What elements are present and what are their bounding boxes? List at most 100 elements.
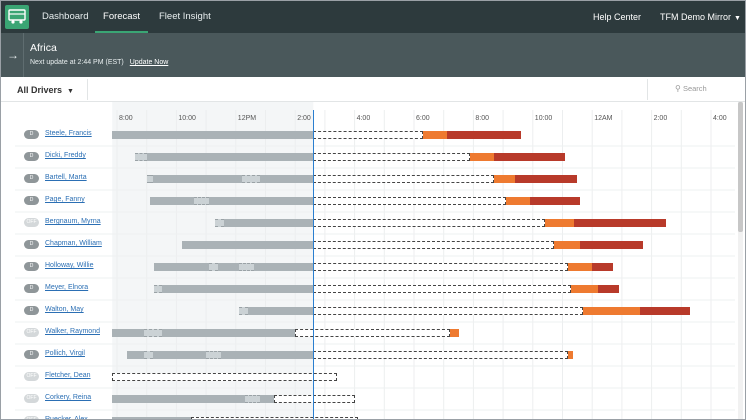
break-segment[interactable] — [238, 263, 254, 271]
time-tick-label: 10:00 — [534, 115, 553, 122]
warning-segment[interactable] — [470, 153, 495, 161]
driver-name-link[interactable]: Walton, May — [45, 306, 84, 313]
history-bar[interactable] — [112, 131, 314, 139]
warning-segment[interactable] — [571, 285, 599, 293]
warning-segment[interactable] — [583, 307, 640, 315]
history-bar[interactable] — [146, 175, 314, 183]
driver-name-link[interactable]: Corkery, Reina — [45, 394, 92, 401]
driver-name-link[interactable]: Page, Fanny — [45, 196, 85, 203]
violation-segment[interactable] — [529, 197, 581, 205]
break-segment[interactable] — [143, 329, 162, 337]
violation-segment[interactable] — [446, 131, 521, 139]
break-segment[interactable] — [146, 175, 153, 183]
driver-name-link[interactable]: Bergnaum, Myrna — [45, 218, 101, 225]
time-tick-label: 4:00 — [713, 115, 727, 122]
time-tick-label: 6:00 — [416, 115, 430, 122]
expand-arrow-icon[interactable]: → — [7, 48, 19, 62]
violation-segment[interactable] — [514, 175, 578, 183]
forecast-bar[interactable] — [313, 219, 545, 227]
history-bar[interactable] — [134, 153, 314, 161]
warning-segment[interactable] — [422, 131, 447, 139]
history-bar[interactable] — [112, 395, 275, 403]
history-bar[interactable] — [215, 219, 314, 227]
history-bar[interactable] — [154, 285, 314, 293]
forecast-bar[interactable] — [313, 131, 423, 139]
time-tick-label: 8:00 — [475, 115, 490, 122]
break-segment[interactable] — [238, 307, 248, 315]
forecast-bar[interactable] — [274, 395, 355, 403]
update-now-link[interactable]: Update Now — [129, 59, 169, 66]
driver-filter-label: All Drivers — [17, 85, 63, 95]
break-segment[interactable] — [154, 285, 162, 293]
search-input[interactable]: ⚲ Search — [675, 84, 707, 93]
history-bar[interactable] — [238, 307, 314, 315]
divider — [87, 79, 88, 100]
chevron-down-icon: ▼ — [67, 88, 74, 95]
driver-name-link[interactable]: Meyer, Elnora — [45, 284, 89, 291]
history-bar[interactable] — [182, 241, 314, 249]
violation-segment[interactable] — [494, 153, 566, 161]
violation-segment[interactable] — [574, 219, 667, 227]
forecast-bar[interactable] — [191, 417, 358, 419]
driver-row: OFF Fletcher, Dean — [1, 366, 737, 388]
history-bar[interactable] — [112, 329, 296, 337]
break-segment[interactable] — [194, 197, 210, 205]
forecast-bar[interactable] — [313, 307, 584, 315]
driver-name-link[interactable]: Fletcher, Dean — [45, 372, 91, 379]
warning-segment[interactable] — [506, 197, 530, 205]
duty-status-badge: D — [24, 152, 39, 161]
driver-name-link[interactable]: Bartell, Marta — [45, 174, 87, 181]
violation-segment[interactable] — [598, 285, 619, 293]
history-bar[interactable] — [154, 263, 314, 271]
break-segment[interactable] — [209, 263, 218, 271]
tab-fleet-insight[interactable]: Fleet Insight — [159, 11, 211, 22]
history-bar[interactable] — [149, 197, 314, 205]
tab-dashboard[interactable]: Dashboard — [42, 11, 89, 22]
break-segment[interactable] — [143, 351, 153, 359]
account-menu[interactable]: TFM Demo Mirror ▼ — [660, 1, 741, 33]
warning-segment[interactable] — [449, 329, 459, 337]
vertical-scrollbar[interactable] — [738, 102, 743, 419]
top-nav: Dashboard Forecast Fleet Insight Help Ce… — [1, 1, 745, 33]
search-icon: ⚲ — [675, 84, 681, 93]
break-segment[interactable] — [215, 219, 224, 227]
forecast-bar[interactable] — [313, 197, 507, 205]
forecast-bar[interactable] — [313, 285, 572, 293]
violation-segment[interactable] — [580, 241, 643, 249]
help-center-link[interactable]: Help Center — [593, 12, 642, 22]
warning-segment[interactable] — [568, 263, 593, 271]
break-segment[interactable] — [134, 153, 147, 161]
forecast-bar[interactable] — [313, 351, 569, 359]
current-time-line — [313, 110, 315, 419]
violation-segment[interactable] — [639, 307, 691, 315]
break-segment[interactable] — [244, 395, 260, 403]
warning-segment[interactable] — [544, 219, 575, 227]
driver-name-link[interactable]: Dicki, Freddy — [45, 152, 86, 159]
scrollbar-thumb[interactable] — [738, 102, 743, 232]
warning-segment[interactable] — [568, 351, 573, 359]
driver-name-link[interactable]: Pollich, Virgil — [45, 350, 85, 357]
violation-segment[interactable] — [592, 263, 613, 271]
divider — [23, 33, 24, 77]
driver-name-link[interactable]: Chapman, William — [45, 240, 102, 247]
forecast-bar[interactable] — [313, 241, 554, 249]
forecast-bar[interactable] — [313, 263, 569, 271]
break-segment[interactable] — [241, 175, 260, 183]
forecast-bar[interactable] — [112, 373, 337, 381]
break-segment[interactable] — [206, 351, 221, 359]
driver-name-link[interactable]: Steele, Francis — [45, 130, 92, 137]
truck-icon[interactable] — [5, 5, 29, 29]
warning-segment[interactable] — [553, 241, 581, 249]
driver-name-link[interactable]: Holloway, Willie — [45, 262, 94, 269]
forecast-bar[interactable] — [295, 329, 450, 337]
driver-row: D Pollich, Virgil — [1, 344, 737, 366]
forecast-bar[interactable] — [313, 153, 471, 161]
forecast-bar[interactable] — [313, 175, 495, 183]
driver-filter-dropdown[interactable]: All Drivers ▼ — [17, 85, 74, 95]
history-bar[interactable] — [112, 417, 192, 419]
driver-name-link[interactable]: Walker, Raymond — [45, 328, 100, 335]
duty-status-badge: D — [24, 174, 39, 183]
tab-forecast[interactable]: Forecast — [95, 1, 148, 33]
driver-name-link[interactable]: Ruecker, Alex — [45, 416, 88, 420]
warning-segment[interactable] — [494, 175, 515, 183]
